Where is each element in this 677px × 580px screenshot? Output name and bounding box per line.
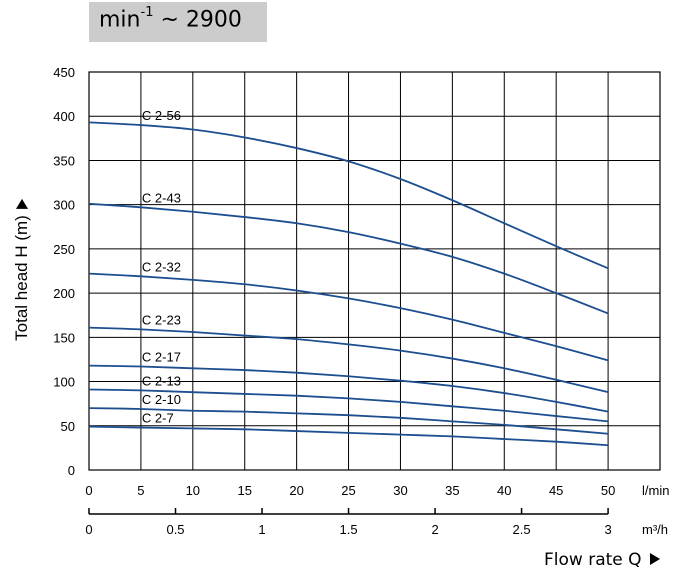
x-tick-label: 30 xyxy=(393,483,407,498)
pump-curves xyxy=(88,121,609,447)
speed-label: min-1 ~ 2900 xyxy=(99,5,242,33)
curve-label: C 2-43 xyxy=(142,190,181,205)
y-tick-label: 450 xyxy=(53,65,75,80)
y-tick-label: 300 xyxy=(53,198,75,213)
pump-curve-line xyxy=(88,272,609,362)
x2-tick-label: 1.5 xyxy=(340,522,358,537)
x-tick-label: 10 xyxy=(186,483,200,498)
y-tick-label: 350 xyxy=(53,153,75,168)
speed-badge: min-1 ~ 2900 xyxy=(89,2,267,42)
x-tick-labels: 0 5 10 15 20 25 30 35 40 45 50 xyxy=(85,483,615,498)
curve-labels: C 2-56 C 2-43 C 2-32 C 2-23 C 2-17 C 2-13 C 2-… xyxy=(142,108,181,425)
x2-tick-label: 1 xyxy=(258,522,265,537)
curve-label: C 2-17 xyxy=(142,350,181,365)
x2-tick-label: 2.5 xyxy=(513,522,531,537)
x-axis-title: Flow rate Q xyxy=(544,550,660,570)
x-tick-label: 25 xyxy=(341,483,355,498)
pump-curve-line xyxy=(88,425,609,447)
curve-label: C 2-10 xyxy=(142,392,181,407)
pump-curve-line xyxy=(88,202,609,315)
curve-label: C 2-32 xyxy=(142,259,181,274)
y-tick-label: 200 xyxy=(53,286,75,301)
curve-label: C 2-7 xyxy=(142,411,174,426)
curve-label: C 2-23 xyxy=(142,312,181,327)
pump-curve-line xyxy=(88,388,609,423)
x2-tick-label: 2 xyxy=(431,522,438,537)
y-tick-label: 50 xyxy=(61,419,75,434)
x-axis-unit: l/min xyxy=(642,483,669,498)
x-tick-label: 15 xyxy=(237,483,251,498)
x-tick-label: 45 xyxy=(549,483,563,498)
y-tick-label: 400 xyxy=(53,109,75,124)
x-tick-label: 35 xyxy=(445,483,459,498)
pump-curve-line xyxy=(88,121,609,270)
x-tick-label: 5 xyxy=(137,483,144,498)
y-tick-label: 0 xyxy=(68,463,75,478)
y-tick-label: 100 xyxy=(53,375,75,390)
pump-curve-line xyxy=(88,407,609,435)
x2-axis-unit: m³/h xyxy=(642,522,668,537)
x2-axis: 0 0.5 1 1.5 2 2.5 3 xyxy=(85,508,612,537)
x2-tick-label: 3 xyxy=(604,522,611,537)
y-tick-label: 150 xyxy=(53,330,75,345)
x2-tick-label: 0.5 xyxy=(166,522,184,537)
y-tick-label: 250 xyxy=(53,242,75,257)
x-tick-label: 0 xyxy=(85,483,92,498)
x-tick-label: 50 xyxy=(601,483,615,498)
y-tick-labels: 0 50 100 150 200 250 300 350 400 450 xyxy=(53,65,75,478)
x2-tick-label: 0 xyxy=(85,522,92,537)
curve-label: C 2-56 xyxy=(142,108,181,123)
pump-curve-line xyxy=(88,364,609,413)
curve-label: C 2-13 xyxy=(142,373,181,388)
x-axis-arrow-icon xyxy=(649,553,660,565)
pump-curve-line xyxy=(88,326,609,394)
x-tick-label: 40 xyxy=(497,483,511,498)
x-tick-label: 20 xyxy=(289,483,303,498)
